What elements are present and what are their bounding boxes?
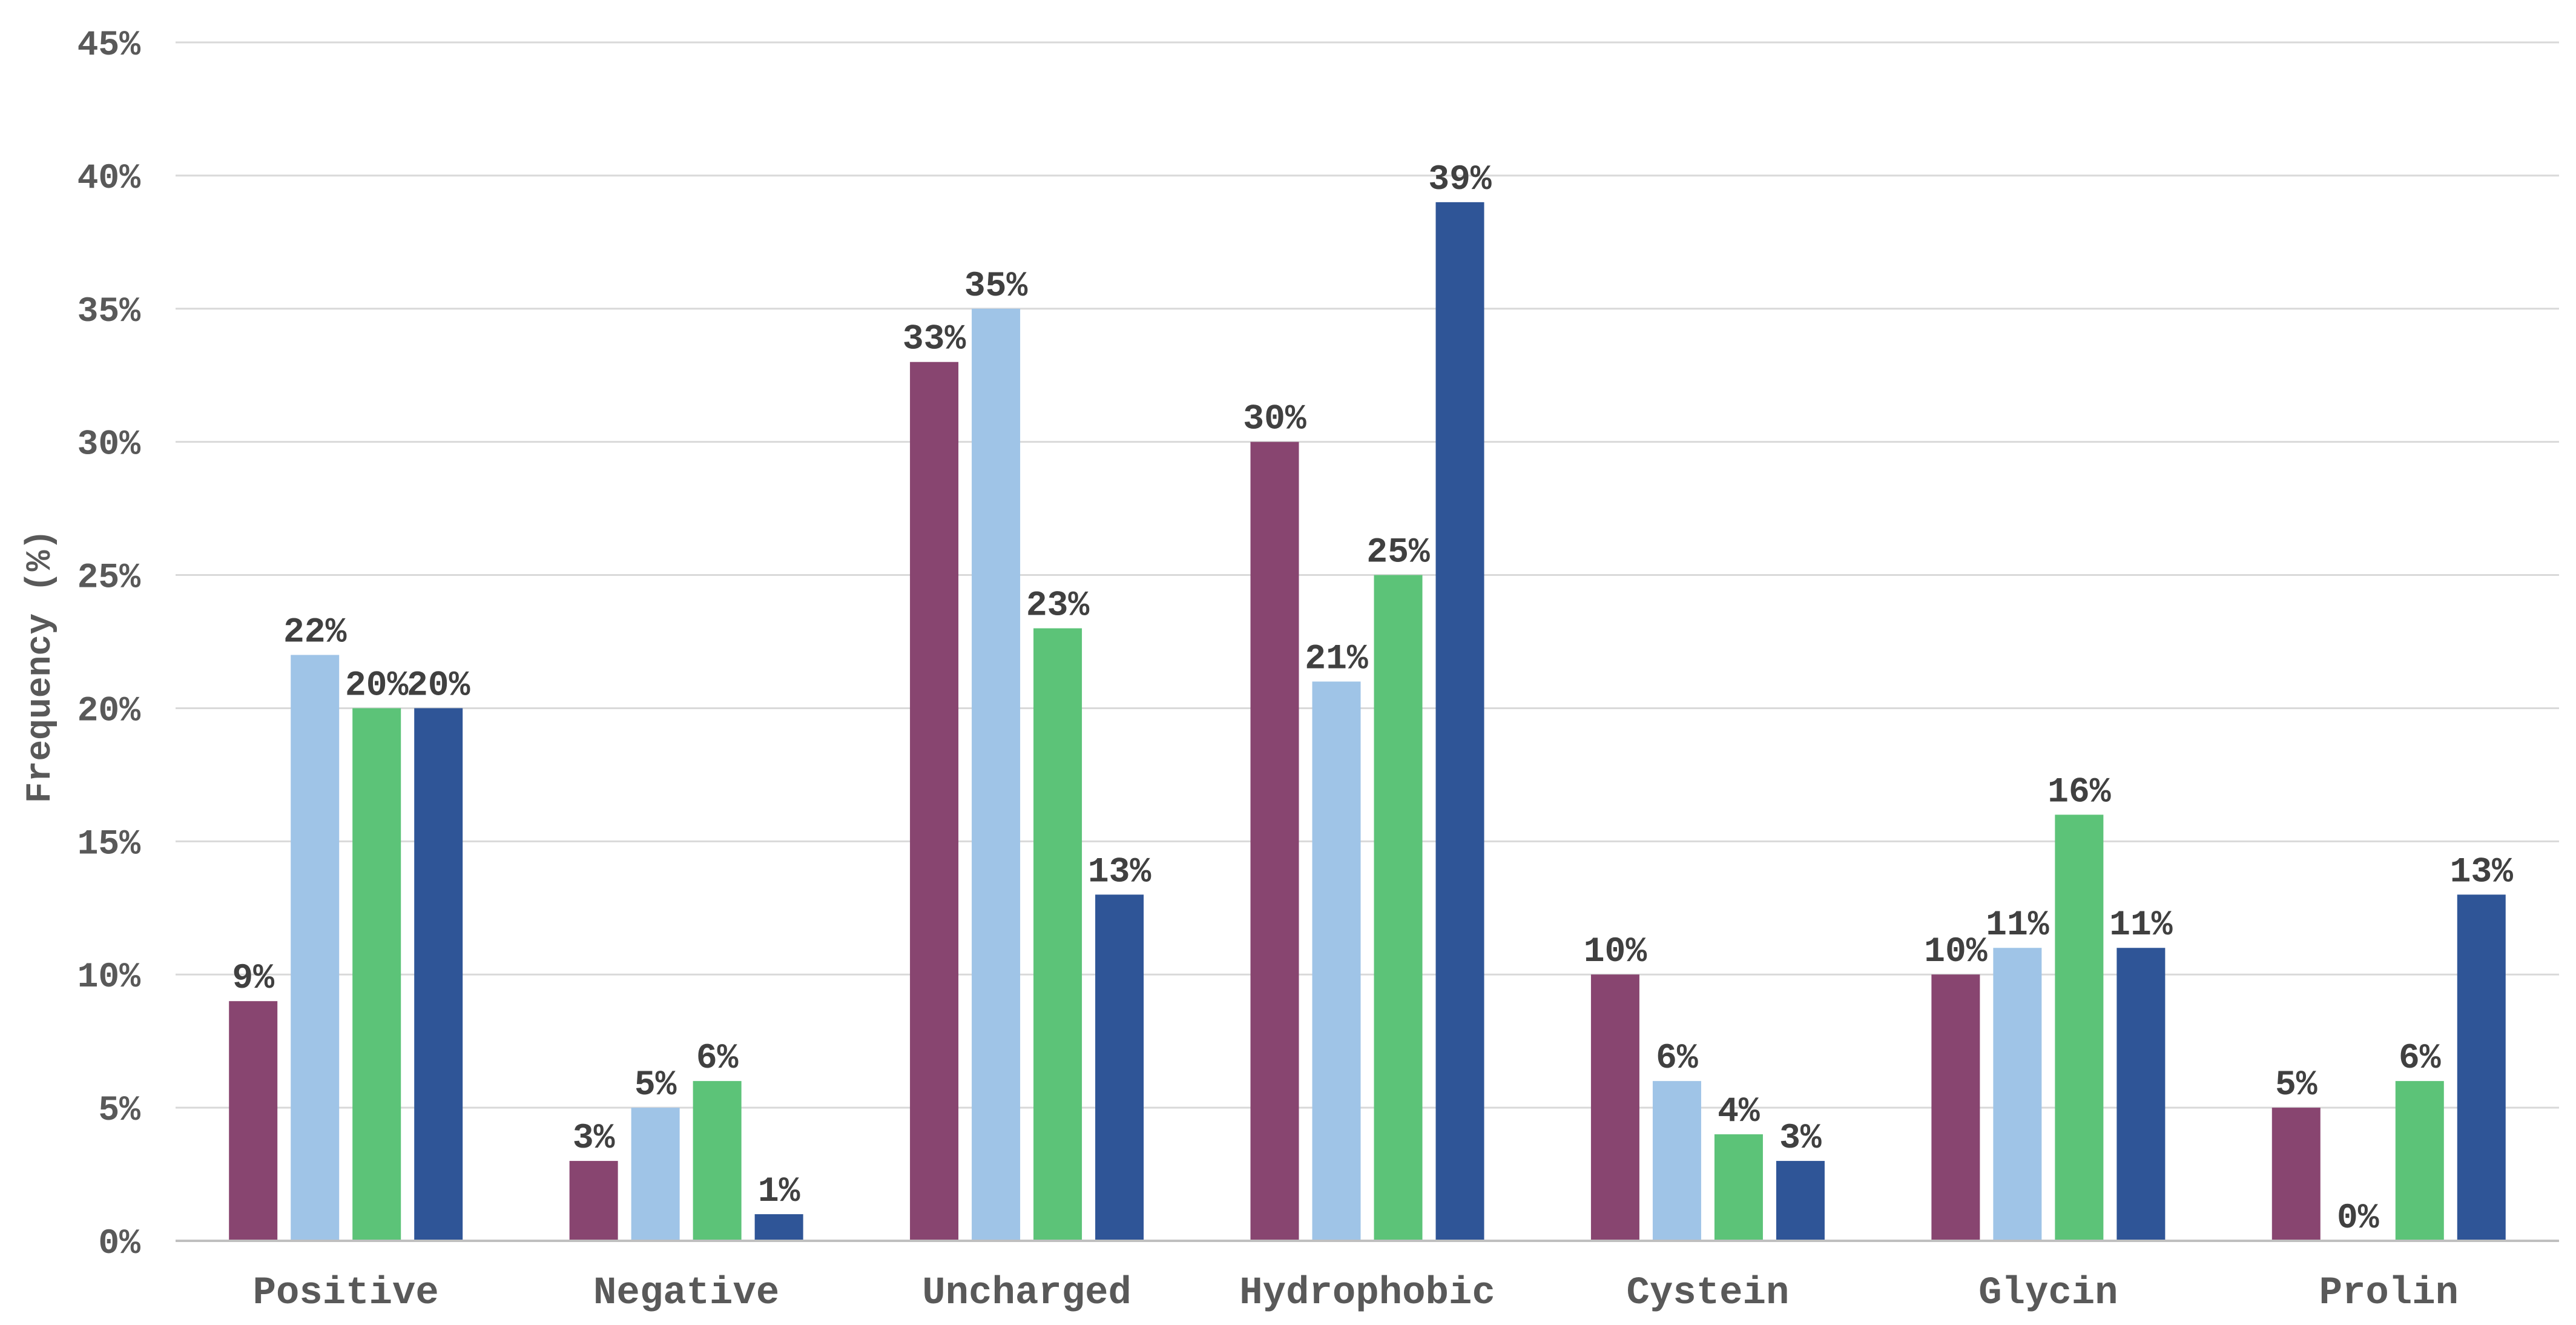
data-label: 35% [964,267,1028,306]
bar [693,1081,742,1241]
y-tick-label: 30% [77,426,141,465]
y-tick-label: 25% [77,559,141,598]
data-label: 6% [2399,1039,2441,1079]
gridlines [176,41,2559,1109]
bar [1652,1081,1701,1241]
data-label: 5% [634,1066,677,1105]
category-label: Positive [253,1272,439,1315]
data-label: 33% [903,320,966,360]
data-labels: 9% 22% 20%20% 3% 5% 6% 1% 33% 35% 23% 13% 30% 21% 25%… [232,160,2513,1238]
y-tick-label: 0% [98,1224,140,1264]
data-label: 13% [1088,853,1151,892]
y-axis-tick-labels: 0% 5% 10% 15% 20% 25% 30% 35% 40% 45% [77,26,141,1264]
data-label: 9% [232,959,274,999]
y-tick-label: 35% [77,292,141,332]
bar [1993,948,2042,1241]
bar [2116,948,2166,1241]
y-tick-label: 20% [77,692,141,731]
bars [229,202,2506,1241]
x-axis-category-labels: Positive Negative Uncharged Hydrophobic Cyst… [253,1272,2459,1315]
data-label: 20% [345,666,409,705]
bar [2055,814,2104,1241]
bar [2395,1081,2444,1241]
data-label: 22% [283,613,347,652]
bar [291,655,340,1241]
bar [631,1108,680,1241]
bar [1033,628,1082,1241]
data-label: 4% [1718,1092,1760,1132]
data-label: 16% [2047,773,2111,812]
bar [1714,1134,1763,1241]
category-label: Negative [593,1272,779,1315]
data-label: 23% [1026,587,1090,626]
bar [972,308,1021,1241]
category-label: Cystein [1627,1272,1790,1315]
bar [414,708,463,1241]
bar [1250,441,1299,1241]
y-tick-label: 15% [77,825,141,864]
y-axis-title: Frequency (%) [21,529,61,803]
bar [569,1161,618,1241]
data-label: 6% [1656,1039,1698,1079]
bar [2271,1108,2321,1241]
data-label: 13% [2450,853,2514,892]
data-label: 20% [407,666,470,705]
data-label: 39% [1428,160,1492,200]
data-label: 5% [2275,1066,2317,1105]
data-label: 1% [758,1172,800,1212]
data-label: 11% [2109,906,2173,945]
bar [229,1001,278,1241]
bar [754,1214,803,1241]
bar [2457,894,2506,1241]
data-label: 11% [1986,906,2049,945]
category-label: Uncharged [922,1272,1132,1315]
bar [1374,575,1423,1241]
data-label: 3% [1779,1119,1822,1158]
bar [910,362,959,1241]
bar [1095,894,1144,1241]
category-label: Prolin [2319,1272,2459,1315]
y-tick-label: 45% [77,26,141,65]
bar [1312,681,1361,1241]
data-label: 6% [696,1039,739,1079]
y-tick-label: 40% [77,159,141,199]
bar [1776,1161,1825,1241]
bar [1590,974,1639,1241]
bar [352,708,401,1241]
category-label: Hydrophobic [1239,1272,1495,1315]
bar [1931,974,1980,1241]
category-label: Glycin [1978,1272,2118,1315]
data-label: 0% [2337,1199,2379,1238]
data-label: 21% [1305,639,1368,679]
data-label: 10% [1924,933,1988,972]
y-tick-label: 10% [77,958,141,997]
data-label: 25% [1366,534,1430,573]
data-label: 30% [1243,400,1306,440]
data-label: 3% [573,1119,615,1158]
bar [1435,202,1484,1241]
data-label: 10% [1584,933,1647,972]
y-tick-label: 5% [98,1091,140,1131]
